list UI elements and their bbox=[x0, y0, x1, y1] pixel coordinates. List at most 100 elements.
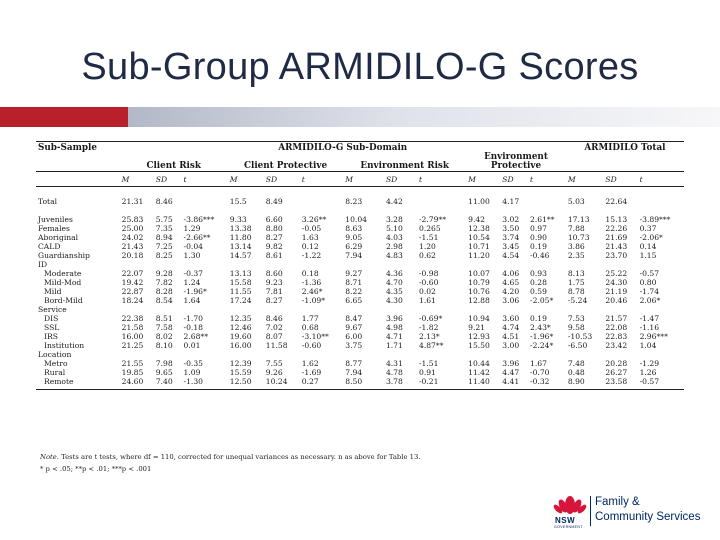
table-cell bbox=[228, 305, 264, 314]
table-cell: 5.75 bbox=[155, 214, 173, 224]
table-cell bbox=[300, 197, 343, 206]
table-cell: 0.18 bbox=[301, 268, 319, 278]
table-cell: 4.03 bbox=[385, 232, 403, 242]
table-cell: 1.67 bbox=[530, 358, 547, 368]
stat-header-row: M SD t M SD t M SD t M SD t M SD t bbox=[36, 171, 684, 187]
row-label: Remote bbox=[36, 376, 120, 390]
table-cell: 9.05 bbox=[345, 232, 363, 242]
table-row: Institution 21.25 8.10 0.01 16.00 11.58 -0.60 3… bbox=[36, 341, 684, 350]
client-risk-header: Client Risk bbox=[119, 153, 228, 172]
row-label: Location bbox=[38, 349, 72, 359]
table-cell: -0.21 bbox=[416, 376, 467, 390]
table-cell: 3.96 bbox=[385, 313, 403, 323]
table-cell: 24.30 bbox=[605, 277, 628, 287]
table-cell bbox=[120, 305, 154, 314]
table-cell: 0.91 bbox=[418, 367, 436, 377]
table-cell: 10.71 bbox=[468, 241, 490, 251]
table-cell: -1.51 bbox=[418, 358, 439, 368]
table-cell: 6.29 bbox=[345, 241, 363, 251]
table-cell: 8.63 bbox=[345, 223, 363, 233]
table-cell bbox=[120, 350, 154, 359]
table-cell: 1.04 bbox=[639, 340, 657, 350]
table-cell: 8.61 bbox=[265, 250, 283, 260]
table-cell: 0.01 bbox=[183, 340, 201, 350]
scores-table: Sub-Sample ARMIDILO-G Sub-Domain ARMIDIL… bbox=[36, 141, 684, 390]
table-cell: 4.35 bbox=[385, 286, 403, 296]
table-cell: 3.96 bbox=[502, 358, 520, 368]
table-cell: 7.25 bbox=[155, 241, 173, 251]
table-cell bbox=[120, 206, 154, 215]
table-cell: 3.28 bbox=[385, 214, 403, 224]
table-cell: -1.09* bbox=[301, 295, 326, 305]
sub-sample-header: Sub-Sample bbox=[36, 141, 120, 153]
table-cell: 8.77 bbox=[345, 358, 363, 368]
table-cell bbox=[384, 350, 417, 359]
title-accent-bar bbox=[0, 107, 720, 127]
row-label: ID bbox=[38, 259, 48, 269]
table-row: Service bbox=[36, 305, 684, 314]
table-cell: 3.50 bbox=[502, 223, 520, 233]
table-cell bbox=[300, 305, 343, 314]
stat-label: SD bbox=[153, 171, 182, 187]
table-cell: 11.42 bbox=[468, 367, 490, 377]
row-label: DIS bbox=[44, 313, 59, 323]
table-cell: -0.04 bbox=[183, 241, 203, 251]
table-cell: 7.53 bbox=[567, 313, 585, 323]
table-cell bbox=[603, 305, 637, 314]
table-cell: 22.87 bbox=[121, 286, 144, 296]
logo-text-line2: Community Services bbox=[595, 511, 701, 523]
table-cell bbox=[638, 197, 684, 206]
table-cell: -0.32 bbox=[528, 376, 566, 390]
table-row: Guardianship 20.18 8.25 1.30 14.57 8.61 -1.22 7… bbox=[36, 251, 684, 260]
table-cell: 0.14 bbox=[639, 241, 657, 251]
table-cell: -3.86*** bbox=[183, 214, 215, 224]
table-header-row: Sub-Sample ARMIDILO-G Sub-Domain ARMIDIL… bbox=[36, 141, 684, 153]
table-cell bbox=[466, 260, 500, 269]
table-cell bbox=[417, 305, 466, 314]
table-cell: 4.36 bbox=[385, 268, 403, 278]
table-row bbox=[36, 206, 684, 215]
table-cell: 11.20 bbox=[468, 250, 490, 260]
table-cell: 7.81 bbox=[265, 286, 283, 296]
table-cell: 4.42 bbox=[385, 196, 403, 206]
table-cell: 3.78 bbox=[383, 376, 417, 390]
stat-label: M bbox=[565, 171, 604, 187]
table-cell bbox=[182, 206, 228, 215]
table-cell: 6.00 bbox=[345, 331, 363, 341]
table-cell: -2.06* bbox=[639, 232, 663, 242]
table-cell: 7.55 bbox=[265, 358, 283, 368]
row-label: IRS bbox=[44, 331, 58, 341]
table-cell: 8.10 bbox=[155, 340, 173, 350]
table-cell: -1.96* bbox=[530, 331, 554, 341]
table-cell: 3.74 bbox=[502, 232, 520, 242]
table-cell: 3.06 bbox=[502, 295, 520, 305]
table-cell bbox=[566, 350, 604, 359]
table-cell: 0.19 bbox=[530, 241, 547, 251]
table-cell: 2.43* bbox=[530, 322, 551, 332]
table-cell: -2.24* bbox=[530, 340, 554, 350]
table-cell: 19.42 bbox=[121, 277, 144, 287]
table-cell: 11.80 bbox=[229, 232, 252, 242]
table-cell: 7.98 bbox=[155, 358, 173, 368]
client-protective-header: Client Protective bbox=[227, 153, 344, 172]
row-label: Mild-Mod bbox=[44, 277, 82, 287]
table-row: Mild 22.87 8.28 -1.96* 11.55 7.81 2.46* 8.22 4.3… bbox=[36, 287, 684, 296]
table-cell: 9.27 bbox=[345, 268, 363, 278]
total-header: ARMIDILO Total bbox=[565, 141, 684, 153]
table-cell bbox=[603, 350, 637, 359]
stat-label: t bbox=[299, 171, 344, 187]
table-cell: 7.94 bbox=[345, 250, 363, 260]
environment-protective-header: Environment Protective bbox=[466, 153, 566, 172]
table-cell: -0.37 bbox=[183, 268, 203, 278]
row-label: CALD bbox=[38, 241, 61, 251]
table-cell: -0.35 bbox=[183, 358, 203, 368]
table-cell: 3.60 bbox=[502, 313, 520, 323]
table-cell bbox=[528, 305, 566, 314]
table-cell: 0.93 bbox=[530, 268, 547, 278]
table-cell: 7.35 bbox=[155, 223, 173, 233]
table-cell: -3.89*** bbox=[639, 214, 671, 224]
table-cell bbox=[528, 260, 566, 269]
row-label: Institution bbox=[44, 340, 85, 350]
table-cell: 24.60 bbox=[119, 376, 154, 390]
stat-label: t bbox=[416, 171, 467, 187]
